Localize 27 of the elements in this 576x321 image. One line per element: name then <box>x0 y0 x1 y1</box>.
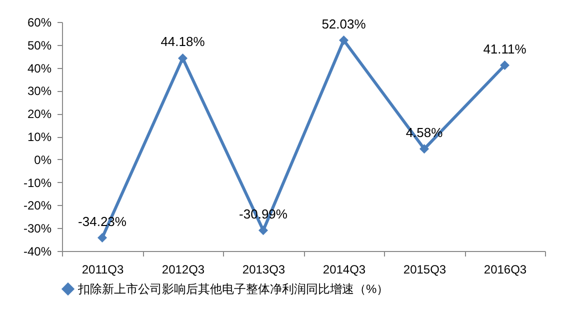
x-tick-label: 2011Q3 <box>82 262 124 276</box>
y-tick-label: 0% <box>34 152 52 167</box>
data-label: 52.03% <box>322 16 366 32</box>
y-tick-label: 20% <box>27 107 52 122</box>
data-label: 41.11% <box>483 41 527 56</box>
y-tick-label: 60% <box>27 16 52 30</box>
y-tick-label: 40% <box>27 61 52 76</box>
x-tick-label: 2013Q3 <box>242 262 286 276</box>
y-tick-label: 30% <box>27 84 52 98</box>
y-tick-label: -40% <box>23 244 52 258</box>
legend-label: 扣除新上市公司影响后其他电子整体净利润同比增速（%） <box>77 282 389 296</box>
y-tick-label: 50% <box>27 38 52 52</box>
y-tick-label: -30% <box>23 222 52 236</box>
y-tick-label: -10% <box>23 176 52 190</box>
point <box>178 53 188 63</box>
point <box>500 60 510 70</box>
point <box>98 233 107 243</box>
point <box>420 144 429 154</box>
data-label: 44.18% <box>160 34 206 50</box>
x-tick-label: 2016Q3 <box>484 262 527 276</box>
x-tick-label: 2012Q3 <box>162 262 205 276</box>
x-tick-label: 2014Q3 <box>322 262 366 276</box>
y-tick-label: -20% <box>23 198 52 213</box>
point <box>339 36 348 45</box>
x-tick-label: 2015Q3 <box>403 262 446 276</box>
point <box>258 226 268 236</box>
y-tick-label: 10% <box>27 130 52 144</box>
